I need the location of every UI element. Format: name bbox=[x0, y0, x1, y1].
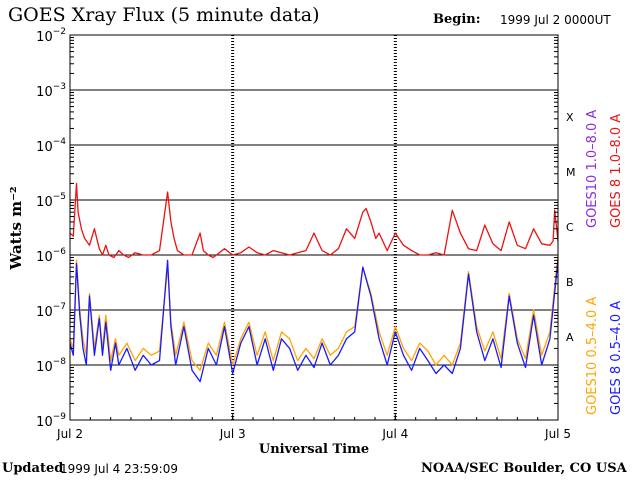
legend-entry: GOES 8 1.0–8.0 A bbox=[609, 114, 624, 228]
x-tick-label: Jul 4 bbox=[381, 427, 408, 441]
series-line bbox=[69, 259, 559, 383]
legend: GOES10 1.0–8.0 A GOES 8 1.0–8.0 A GOES10 0… bbox=[585, 110, 624, 415]
legend-entry: GOES10 0.5–4.0 A bbox=[585, 297, 600, 415]
updated-label: Updated bbox=[2, 461, 64, 476]
y-tick-label: 10−3 bbox=[36, 82, 66, 100]
x-tick-label: Jul 2 bbox=[56, 427, 83, 441]
series-line bbox=[69, 254, 559, 371]
begin-value: 1999 Jul 2 0000UT bbox=[500, 13, 611, 27]
legend-entry: GOES 8 0.5–4.0 A bbox=[609, 301, 624, 415]
grid-layer bbox=[70, 35, 558, 420]
y-tick-label: 10−7 bbox=[36, 302, 66, 320]
flare-class-label: C bbox=[566, 221, 574, 234]
x-tick-label: Jul 5 bbox=[544, 427, 571, 441]
updated-value: 1999 Jul 4 23:59:09 bbox=[60, 462, 178, 476]
plot-frame bbox=[69, 34, 559, 421]
series-layer bbox=[69, 182, 559, 383]
y-tick-label: 10−9 bbox=[36, 412, 66, 430]
x-axis-label: Universal Time bbox=[259, 442, 369, 457]
begin-label: Begin: bbox=[433, 12, 481, 27]
y-tick-label: 10−5 bbox=[36, 192, 66, 210]
series-line bbox=[69, 182, 559, 259]
y-tick-label: 10−8 bbox=[36, 357, 66, 375]
flare-class-label: A bbox=[566, 331, 574, 344]
flare-class-label: B bbox=[566, 276, 574, 289]
chart-title: GOES Xray Flux (5 minute data) bbox=[8, 4, 320, 26]
y-tick-label: 10−4 bbox=[36, 137, 66, 155]
y-tick-label: 10−6 bbox=[36, 247, 66, 265]
y-tick-label: 10−2 bbox=[36, 27, 66, 45]
x-tick-label: Jul 3 bbox=[219, 427, 246, 441]
legend-entry: GOES10 1.0–8.0 A bbox=[585, 110, 600, 228]
flare-class-label: X bbox=[566, 111, 574, 124]
y-axis-label: Watts m⁻² bbox=[7, 186, 25, 270]
flare-class-label: M bbox=[566, 166, 576, 179]
credit-text: NOAA/SEC Boulder, CO USA bbox=[421, 461, 627, 476]
